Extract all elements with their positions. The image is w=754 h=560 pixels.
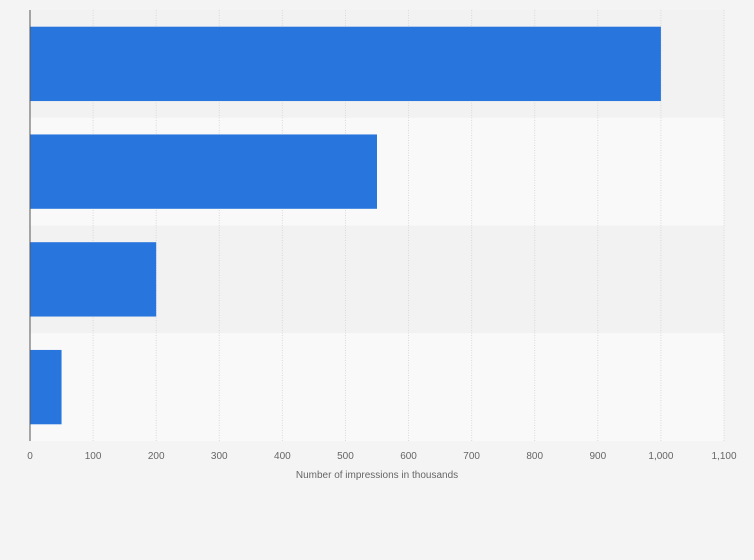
x-tick-label: 800 bbox=[526, 451, 543, 462]
x-tick-label: 400 bbox=[274, 451, 291, 462]
x-tick-label: 1,100 bbox=[711, 451, 736, 462]
x-tick-label: 500 bbox=[337, 451, 354, 462]
x-tick-label: 1,000 bbox=[648, 451, 673, 462]
bar[interactable] bbox=[30, 26, 661, 102]
bar[interactable] bbox=[30, 349, 62, 425]
x-tick-label: 700 bbox=[463, 451, 480, 462]
grid-lines bbox=[92, 10, 725, 441]
x-tick-label: 100 bbox=[85, 451, 102, 462]
x-tick-label: 600 bbox=[400, 451, 417, 462]
x-tick-label: 0 bbox=[27, 451, 33, 462]
row-band bbox=[30, 333, 724, 441]
x-tick-labels: 0 100 200 300 400 500 600 700 800 900 1,000 1,100 bbox=[27, 451, 737, 462]
x-tick-label: 200 bbox=[148, 451, 165, 462]
bar[interactable] bbox=[30, 242, 157, 317]
x-tick-label: 300 bbox=[211, 451, 228, 462]
bars bbox=[30, 26, 661, 425]
x-axis-title: Number of impressions in thousands bbox=[296, 470, 458, 481]
bar[interactable] bbox=[30, 134, 377, 209]
x-tick-label: 900 bbox=[589, 451, 606, 462]
